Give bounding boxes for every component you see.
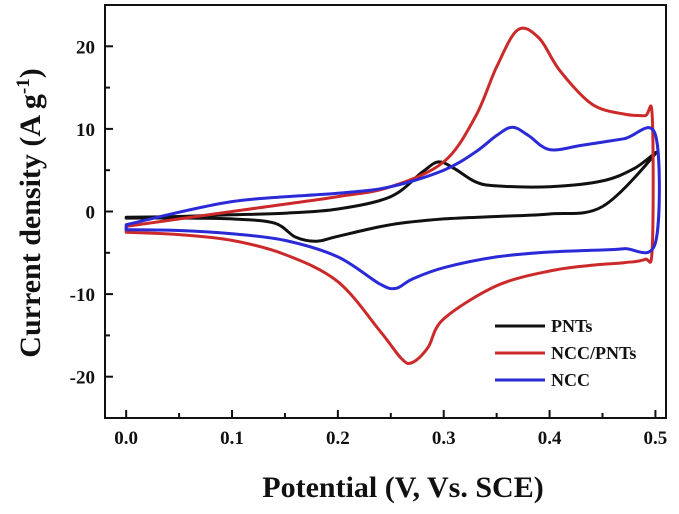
series-line-pnts xyxy=(124,150,658,243)
y-axis-title-superscript: -1 xyxy=(13,78,34,94)
y-tick-label: 0 xyxy=(86,203,96,224)
y-axis-title-main: Current density (A g xyxy=(14,94,47,358)
x-axis-title: Potential (V, Vs. SCE) xyxy=(262,471,543,504)
y-tick-label: 20 xyxy=(76,37,95,58)
y-tick-label: -10 xyxy=(70,285,95,306)
series-line-ncc xyxy=(124,125,661,291)
y-tick-label: -20 xyxy=(70,368,95,389)
axes: 0.0 0.1 0.2 0.3 0.4 0.5 -20 -10 0 10 20 xyxy=(70,4,668,449)
legend-label: NCC/PNTs xyxy=(551,343,636,363)
y-axis-title-close: ) xyxy=(14,68,47,78)
legend-label: NCC xyxy=(551,370,590,390)
x-tick-label: 0.2 xyxy=(326,428,350,449)
x-tick-label: 0.3 xyxy=(432,428,456,449)
x-tick-label: 0.4 xyxy=(538,428,562,449)
legend-label: PNTs xyxy=(551,316,592,336)
y-tick-label: 10 xyxy=(76,120,95,141)
legend: PNTs NCC/PNTs NCC xyxy=(495,316,636,390)
y-axis-title: Current density (A g-1) xyxy=(13,68,47,357)
x-tick-label: 0.1 xyxy=(220,428,244,449)
plot-area xyxy=(124,26,661,366)
x-tick-label: 0.5 xyxy=(644,428,668,449)
x-tick-label: 0.0 xyxy=(114,428,138,449)
